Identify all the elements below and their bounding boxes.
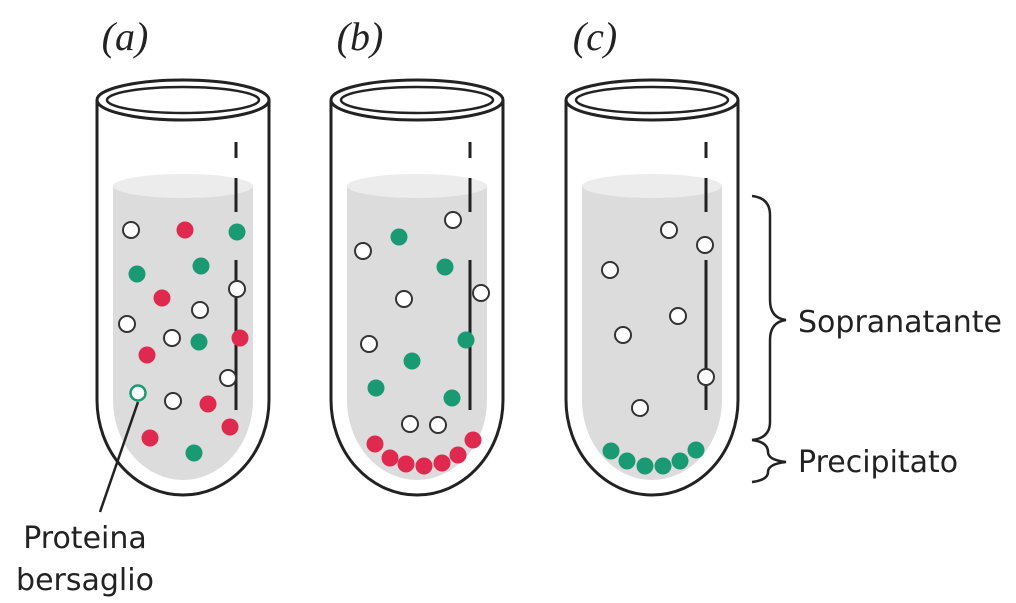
molecule — [220, 370, 236, 386]
molecule — [458, 332, 475, 349]
tube-label: (c) — [573, 14, 617, 59]
molecule — [361, 336, 377, 352]
annotation: bersaglio — [16, 563, 154, 598]
target-protein — [131, 386, 146, 401]
molecule — [670, 308, 686, 324]
molecule — [661, 222, 677, 238]
tube-label: (a) — [102, 14, 149, 59]
molecule — [698, 369, 714, 385]
molecule — [465, 432, 482, 449]
brace — [752, 196, 786, 440]
molecule — [164, 330, 180, 346]
molecule — [232, 330, 249, 347]
molecule — [672, 453, 689, 470]
brace — [752, 440, 786, 482]
liquid-surface — [347, 174, 487, 198]
molecule — [129, 266, 146, 283]
molecule — [697, 237, 713, 253]
molecule — [450, 447, 467, 464]
page: (a) (b) (c) Proteina bersaglio Sopranata… — [0, 0, 1016, 603]
molecule — [119, 316, 135, 332]
molecule — [619, 453, 636, 470]
molecule — [632, 400, 648, 416]
molecule — [391, 229, 408, 246]
liquid-surface — [582, 174, 722, 198]
molecule — [402, 416, 418, 432]
molecule — [445, 212, 461, 228]
liquid — [582, 186, 722, 480]
molecule — [222, 419, 239, 436]
molecule — [368, 380, 385, 397]
molecule — [154, 290, 171, 307]
molecule — [200, 396, 217, 413]
annotation: Sopranatante — [798, 305, 1002, 340]
molecule — [355, 243, 371, 259]
molecule — [688, 442, 705, 459]
molecule — [404, 353, 421, 370]
molecule — [637, 458, 654, 475]
molecule — [177, 222, 194, 239]
molecule — [602, 262, 618, 278]
molecule — [603, 443, 620, 460]
molecule — [396, 291, 412, 307]
tubes — [97, 80, 738, 495]
molecule — [444, 390, 461, 407]
molecule — [229, 281, 245, 297]
molecule — [416, 458, 433, 475]
molecule — [655, 458, 672, 475]
liquid-surface — [113, 174, 253, 198]
molecule — [186, 445, 203, 462]
molecule — [367, 436, 384, 453]
annotation: Proteina — [23, 521, 147, 556]
diagram: (a) (b) (c) Proteina bersaglio Sopranata… — [0, 0, 1016, 603]
molecule — [398, 456, 415, 473]
molecule — [191, 334, 208, 351]
molecule — [165, 393, 181, 409]
molecule — [123, 222, 139, 238]
molecule — [192, 302, 208, 318]
molecule — [473, 285, 489, 301]
molecule — [142, 430, 159, 447]
tube-label: (b) — [337, 14, 384, 59]
molecule — [437, 259, 454, 276]
molecule — [229, 224, 246, 241]
molecule — [382, 450, 399, 467]
molecule — [430, 417, 446, 433]
molecule — [193, 258, 210, 275]
molecule — [434, 455, 451, 472]
molecule — [139, 347, 156, 364]
molecule — [615, 327, 631, 343]
annotation: Precipitato — [798, 445, 958, 480]
